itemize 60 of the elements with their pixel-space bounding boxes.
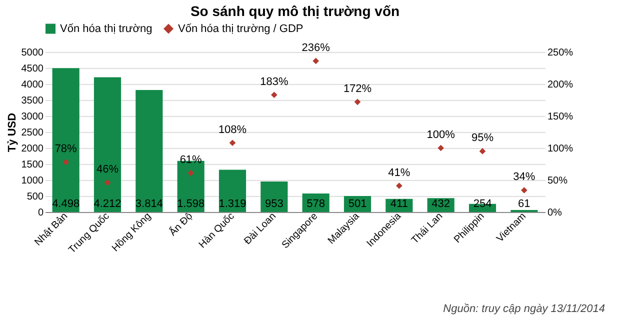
data-label: 578: [306, 198, 326, 210]
y-tick-label: 2500: [21, 128, 44, 138]
y2-tick-label: 250%: [548, 48, 574, 58]
data-label: 100%: [426, 129, 456, 141]
y2-tick-label: 100%: [548, 144, 574, 154]
y-tick-label: 1500: [21, 160, 44, 170]
data-label: 501: [348, 198, 367, 210]
point: [479, 148, 486, 154]
point: [229, 140, 236, 146]
data-label: 1.319: [218, 198, 246, 210]
data-label: 236%: [302, 42, 330, 54]
y-axis-title: Tỷ USD: [6, 112, 18, 152]
data-label: 108%: [218, 124, 247, 136]
y-tick-label: 4000: [21, 80, 44, 90]
bar: [52, 68, 80, 212]
data-label: 1.598: [177, 198, 205, 210]
data-label: 411: [390, 198, 408, 210]
point: [521, 187, 528, 194]
y2-tick-label: 0%: [548, 208, 562, 218]
point: [354, 98, 361, 106]
legend-label: Vốn hóa thị trường: [60, 22, 152, 35]
bar: [218, 170, 246, 212]
x-tick-label: Ấn Độ: [166, 210, 196, 238]
chart-title: So sánh quy mô thị trường vốn: [190, 3, 400, 19]
data-label: 183%: [260, 76, 288, 88]
y2-tick-label: 50%: [548, 176, 568, 186]
y-tick-label: 4500: [21, 64, 44, 74]
x-tick-label: Thái Lan: [410, 210, 446, 246]
y2-tick-label: 150%: [548, 112, 574, 122]
y2-tick-label: 200%: [548, 80, 574, 90]
bar: [94, 77, 122, 212]
y-tick-label: 2000: [21, 144, 44, 154]
y-tick-label: 1000: [21, 176, 44, 186]
data-label: 3.814: [135, 198, 163, 210]
y-tick-label: 500: [26, 192, 44, 202]
point: [188, 170, 194, 176]
y-tick-label: 3000: [21, 112, 44, 122]
data-label: 41%: [388, 166, 410, 179]
y-tick-label: 3500: [21, 96, 44, 106]
data-label: 432: [432, 198, 450, 210]
data-label: 34%: [513, 171, 536, 184]
data-label: 953: [264, 198, 284, 210]
text: Nguồn: truy cập ngày 13/11/2014: [443, 303, 605, 315]
y-tick-label: 0: [38, 208, 44, 218]
point: [104, 179, 111, 186]
point: [271, 92, 278, 98]
point: [438, 144, 444, 152]
data-label: 46%: [96, 164, 119, 176]
point: [62, 158, 69, 166]
data-label: 78%: [54, 143, 78, 156]
bar: [136, 90, 163, 212]
legend-label: Vốn hóa thị trường / GDP: [178, 22, 304, 35]
data-label: 4.212: [94, 198, 122, 210]
bar: [260, 182, 288, 212]
data-label: 172%: [343, 82, 372, 95]
point: [312, 58, 319, 64]
data-label: 95%: [471, 132, 494, 144]
data-label: 61: [518, 198, 530, 210]
point: [396, 182, 402, 189]
y-tick-label: 5000: [21, 48, 44, 58]
